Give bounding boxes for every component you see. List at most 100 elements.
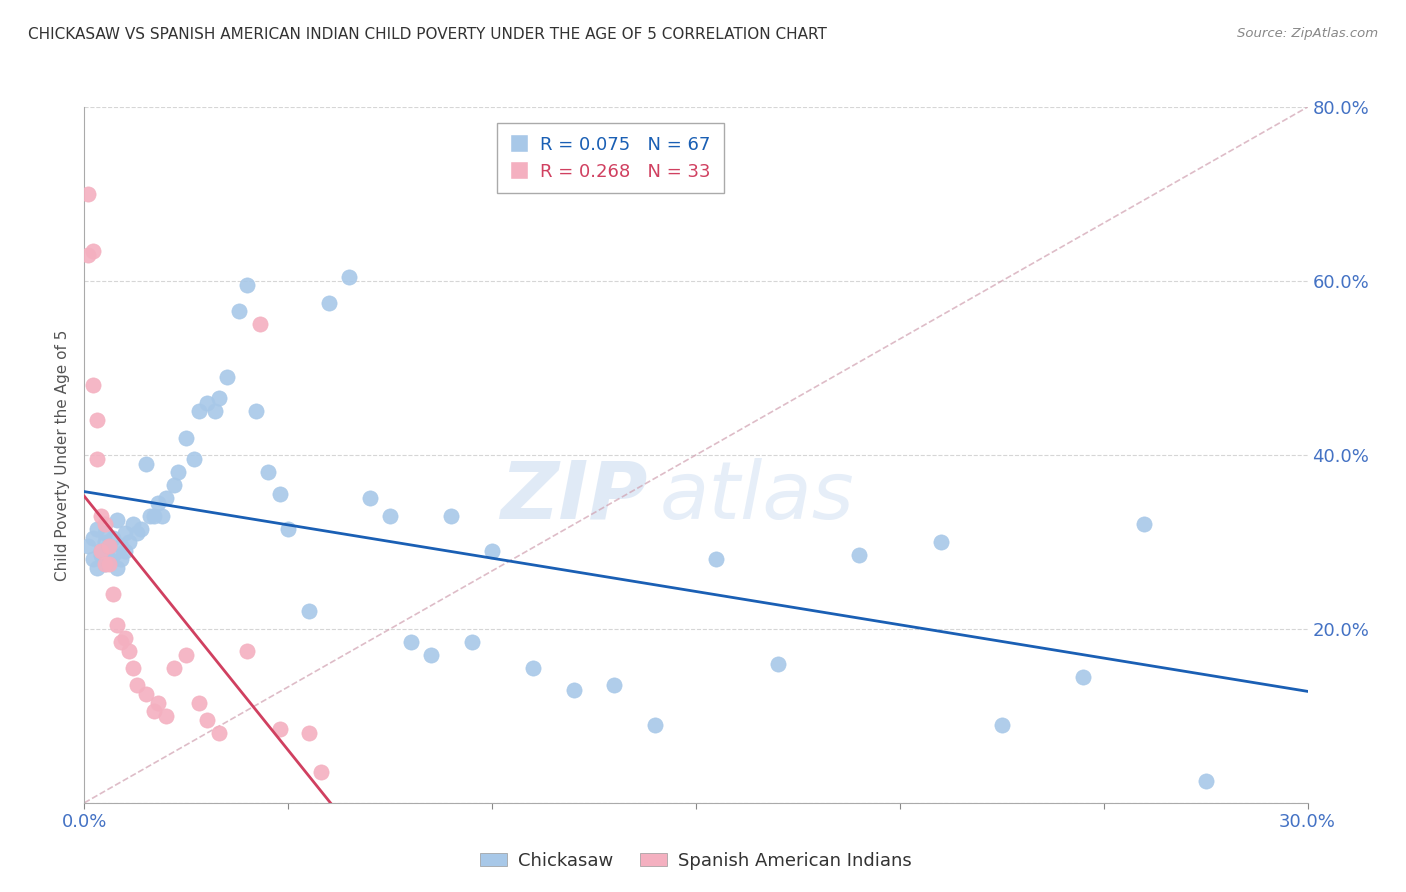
Point bbox=[208, 726, 231, 740]
Point bbox=[110, 552, 132, 566]
Point bbox=[318, 295, 340, 310]
Point bbox=[155, 708, 177, 723]
Text: atlas: atlas bbox=[659, 458, 853, 536]
Point bbox=[269, 487, 291, 501]
Point bbox=[522, 661, 544, 675]
Text: ZIP: ZIP bbox=[499, 458, 647, 536]
Point bbox=[146, 496, 169, 510]
Point bbox=[359, 491, 381, 506]
Point bbox=[82, 244, 104, 258]
Point bbox=[167, 466, 190, 480]
Point bbox=[766, 657, 789, 671]
Point bbox=[249, 318, 271, 332]
Point bbox=[90, 548, 112, 562]
Point bbox=[217, 369, 239, 384]
Point bbox=[86, 561, 108, 575]
Y-axis label: Child Poverty Under the Age of 5: Child Poverty Under the Age of 5 bbox=[55, 329, 70, 581]
Point bbox=[118, 643, 141, 657]
Point bbox=[127, 526, 149, 541]
Point bbox=[127, 678, 149, 692]
Point bbox=[90, 543, 112, 558]
Point bbox=[187, 404, 209, 418]
Point bbox=[481, 543, 503, 558]
Point bbox=[86, 522, 108, 536]
Point bbox=[101, 587, 124, 601]
Point bbox=[97, 552, 120, 566]
Point bbox=[114, 543, 136, 558]
Legend: Chickasaw, Spanish American Indians: Chickasaw, Spanish American Indians bbox=[472, 845, 920, 877]
Point bbox=[228, 304, 250, 318]
Point bbox=[82, 378, 104, 392]
Point bbox=[135, 687, 157, 701]
Point bbox=[122, 661, 145, 675]
Point bbox=[142, 508, 165, 523]
Point bbox=[77, 539, 100, 553]
Point bbox=[309, 765, 332, 780]
Point bbox=[929, 534, 952, 549]
Point bbox=[298, 605, 321, 619]
Point bbox=[86, 413, 108, 427]
Point bbox=[187, 696, 209, 710]
Point bbox=[97, 539, 120, 553]
Point bbox=[399, 635, 422, 649]
Point bbox=[339, 269, 360, 284]
Point bbox=[174, 648, 197, 662]
Point bbox=[146, 696, 169, 710]
Point bbox=[195, 713, 218, 727]
Point bbox=[461, 635, 484, 649]
Text: CHICKASAW VS SPANISH AMERICAN INDIAN CHILD POVERTY UNDER THE AGE OF 5 CORRELATIO: CHICKASAW VS SPANISH AMERICAN INDIAN CHI… bbox=[28, 27, 827, 42]
Point bbox=[77, 187, 100, 202]
Point bbox=[101, 531, 124, 545]
Point bbox=[114, 631, 136, 645]
Point bbox=[77, 248, 100, 262]
Point bbox=[236, 643, 259, 657]
Point bbox=[257, 466, 280, 480]
Point bbox=[440, 508, 463, 523]
Point bbox=[269, 722, 291, 736]
Point bbox=[122, 517, 145, 532]
Point bbox=[131, 522, 153, 536]
Point bbox=[603, 678, 626, 692]
Point bbox=[420, 648, 443, 662]
Point bbox=[97, 557, 120, 571]
Point bbox=[298, 726, 321, 740]
Point bbox=[101, 548, 124, 562]
Point bbox=[118, 534, 141, 549]
Point bbox=[208, 392, 231, 406]
Point bbox=[150, 508, 173, 523]
Point bbox=[110, 635, 132, 649]
Point bbox=[195, 396, 218, 410]
Point bbox=[135, 457, 157, 471]
Point bbox=[97, 539, 120, 553]
Point bbox=[90, 543, 112, 558]
Point bbox=[93, 526, 115, 541]
Point bbox=[138, 508, 160, 523]
Point bbox=[105, 561, 128, 575]
Point bbox=[105, 617, 128, 632]
Point bbox=[82, 552, 104, 566]
Point bbox=[163, 661, 186, 675]
Point bbox=[174, 431, 197, 445]
Point bbox=[93, 534, 115, 549]
Point bbox=[704, 552, 728, 566]
Point bbox=[1133, 517, 1156, 532]
Point bbox=[142, 705, 165, 719]
Point bbox=[277, 522, 299, 536]
Point bbox=[93, 557, 115, 571]
Point bbox=[848, 548, 870, 562]
Point bbox=[90, 508, 112, 523]
Point bbox=[163, 478, 186, 492]
Point bbox=[86, 452, 108, 467]
Point bbox=[155, 491, 177, 506]
Point bbox=[562, 682, 585, 697]
Point bbox=[236, 278, 259, 293]
Point bbox=[105, 513, 128, 527]
Point bbox=[644, 717, 666, 731]
Point bbox=[82, 531, 104, 545]
Point bbox=[245, 404, 267, 418]
Point bbox=[991, 717, 1014, 731]
Text: Source: ZipAtlas.com: Source: ZipAtlas.com bbox=[1237, 27, 1378, 40]
Point bbox=[1071, 670, 1094, 684]
Point bbox=[1195, 774, 1218, 789]
Point bbox=[110, 539, 132, 553]
